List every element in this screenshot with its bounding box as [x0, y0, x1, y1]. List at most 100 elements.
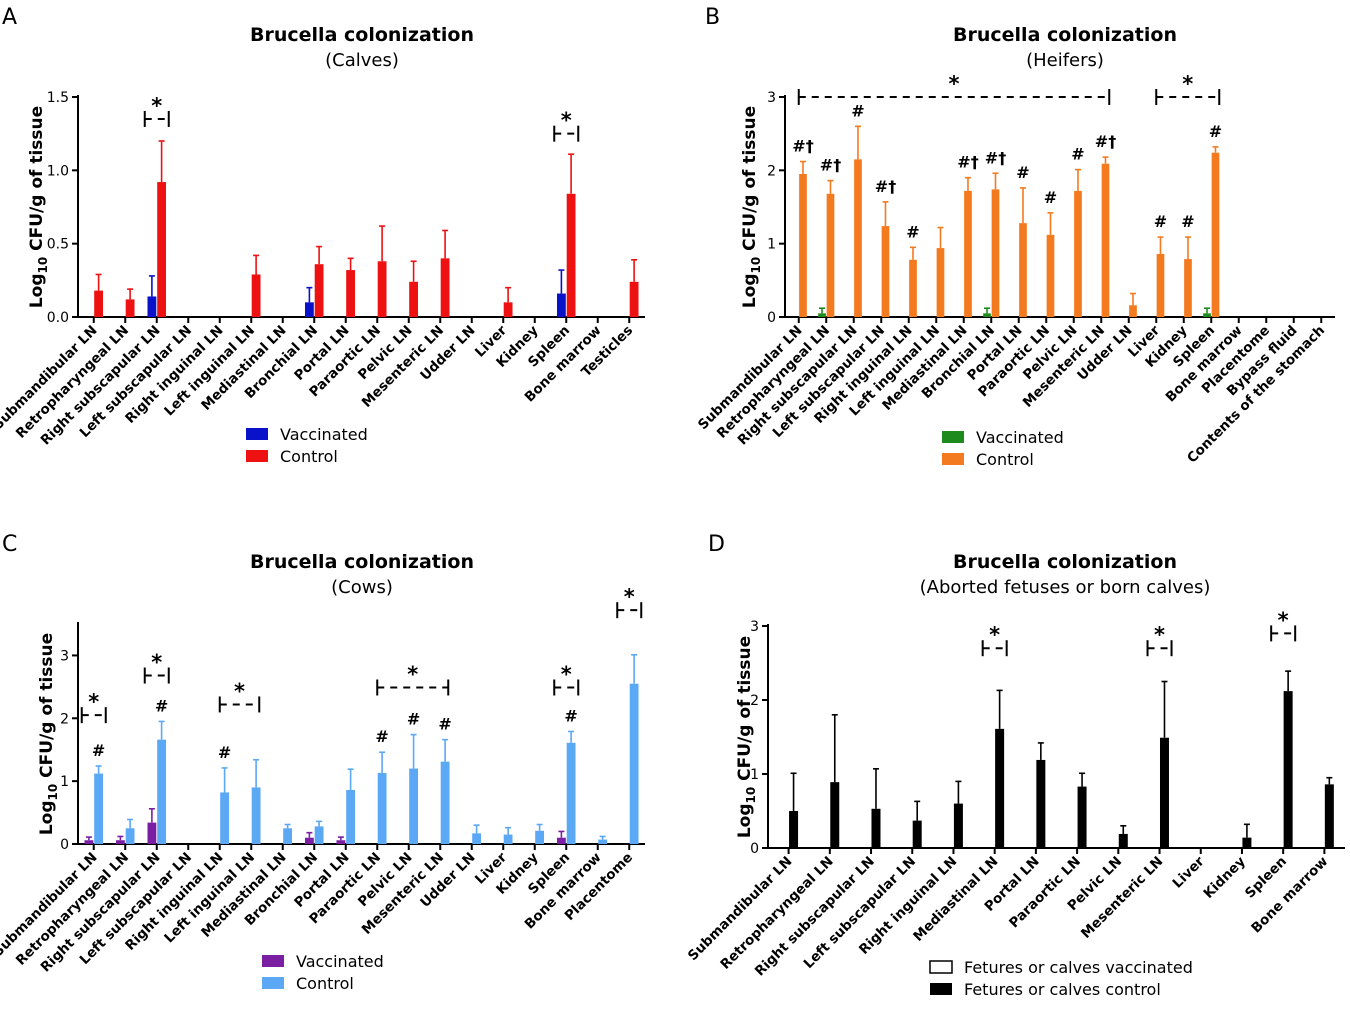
bar — [440, 761, 450, 844]
significance-hash: # — [92, 741, 105, 760]
significance-star: * — [151, 94, 162, 118]
bar — [440, 258, 450, 317]
significance-hash: # — [1071, 145, 1084, 164]
x-tick-label: Paraortic LN — [1006, 854, 1084, 932]
bar — [556, 837, 566, 844]
bar — [251, 274, 261, 317]
legend-swatch — [942, 431, 964, 443]
significance-star: * — [88, 690, 99, 714]
bar — [789, 811, 799, 848]
bar — [409, 281, 419, 317]
bar — [1324, 784, 1334, 848]
y-tick-label: 0.0 — [47, 310, 69, 326]
bar — [84, 840, 94, 844]
significance-hash: # — [155, 696, 168, 715]
legend-swatch — [929, 960, 953, 974]
significance-hash: # — [906, 222, 919, 241]
significance-star: * — [561, 662, 572, 686]
significance-hash: # — [1209, 122, 1222, 141]
legend-label: Vaccinated — [976, 428, 1064, 447]
panel-letter: A — [2, 5, 17, 30]
panel-letter: C — [2, 532, 17, 557]
bar — [566, 742, 576, 844]
y-axis-label: Log10 CFU/g of tissue — [27, 106, 50, 308]
significance-hash: #† — [875, 177, 896, 196]
bar — [598, 839, 608, 844]
y-axis-label: Log10 CFU/g of tissue — [735, 636, 758, 838]
bar — [346, 270, 356, 317]
significance-hash: # — [1181, 212, 1194, 231]
legend-swatch — [930, 983, 952, 995]
significance-star: * — [989, 623, 1000, 647]
significance-star: * — [561, 109, 572, 133]
bar — [871, 808, 881, 848]
bar — [1036, 759, 1046, 848]
y-tick-label: 3 — [767, 90, 776, 106]
bar — [336, 840, 346, 844]
significance-hash: # — [438, 715, 451, 734]
y-axis-label: Log10 CFU/g of tissue — [740, 106, 763, 308]
y-tick-label: 0 — [767, 310, 776, 326]
significance-star: * — [624, 585, 635, 609]
panel-letter: D — [708, 532, 725, 557]
panel-letter: B — [705, 5, 720, 30]
chart-subtitle: (Calves) — [325, 50, 399, 71]
x-tick-label: Kidney — [1200, 853, 1248, 901]
significance-hash: #† — [1095, 132, 1116, 151]
bar — [94, 773, 104, 844]
bar — [1077, 786, 1087, 848]
bar — [251, 787, 261, 844]
significance-star: * — [1154, 623, 1165, 647]
chart-subtitle: (Aborted fetuses or born calves) — [920, 577, 1211, 598]
significance-star: * — [1278, 608, 1289, 632]
y-tick-label: 2 — [60, 711, 69, 727]
y-tick-label: 0.5 — [47, 237, 69, 253]
bar — [1129, 305, 1137, 317]
y-tick-label: 0 — [750, 841, 759, 857]
bar — [1118, 833, 1128, 848]
bar — [346, 789, 356, 844]
bar — [157, 182, 167, 317]
bar — [629, 683, 639, 844]
legend-label: Fetures or calves control — [964, 980, 1161, 999]
bar — [991, 189, 1000, 317]
chart-title: Brucella colonization — [953, 24, 1177, 46]
bar — [125, 299, 135, 317]
bar — [854, 159, 862, 317]
significance-hash: #† — [985, 148, 1006, 167]
bar — [409, 768, 419, 844]
y-tick-label: 3 — [60, 648, 69, 664]
legend-swatch — [262, 977, 284, 989]
bar — [472, 833, 482, 844]
legend-swatch — [246, 450, 268, 462]
bar — [535, 830, 545, 844]
panel-a: A Brucella colonization (Calves) 0.0 0.5 1.0 1… — [0, 5, 645, 466]
bar — [1211, 152, 1220, 317]
x-tick-label: Bone marrow — [1248, 854, 1331, 937]
bar — [147, 822, 157, 844]
legend-label: Vaccinated — [296, 952, 384, 971]
significance-hash: # — [375, 727, 388, 746]
significance-hash: # — [1154, 212, 1167, 231]
bar — [909, 259, 917, 317]
legend-label: Control — [280, 447, 338, 466]
y-tick-label: 1 — [767, 237, 776, 253]
legend-label: Control — [296, 974, 354, 993]
bar — [220, 792, 230, 844]
bar — [995, 728, 1005, 848]
bar — [304, 837, 314, 844]
bar — [94, 290, 104, 317]
bar — [314, 264, 324, 317]
bar — [566, 193, 576, 317]
bar — [983, 313, 991, 317]
chart-subtitle: (Cows) — [331, 577, 393, 598]
significance-hash: #† — [792, 137, 813, 156]
legend-label: Control — [976, 450, 1034, 469]
significance-hash: # — [851, 101, 864, 120]
y-tick-label: 1 — [60, 774, 69, 790]
significance-star: * — [949, 72, 960, 96]
bar — [1283, 691, 1293, 848]
bar — [304, 302, 314, 317]
panel-d: D Brucella colonization (Aborted fetuses o… — [685, 532, 1345, 999]
